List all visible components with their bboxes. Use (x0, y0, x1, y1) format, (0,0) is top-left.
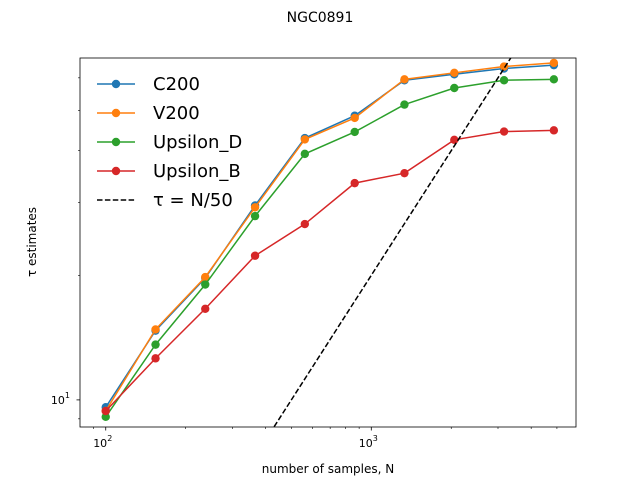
series-line-1 (105, 62, 554, 412)
x-tick-label-1: 103 (359, 434, 378, 450)
series-1-point-2 (201, 272, 210, 282)
series-line-3 (105, 129, 554, 412)
series-line-4 (273, 58, 512, 427)
series-3-point-9 (549, 126, 559, 135)
series-3-point-1 (151, 354, 160, 363)
legend-label-1: V200 (153, 103, 200, 124)
x-tick-label-0: 102 (93, 434, 112, 450)
series-2-point-8 (499, 76, 509, 85)
series-2-point-9 (549, 75, 559, 84)
legend-marker-2 (111, 137, 121, 147)
series-3-point-5 (350, 178, 359, 188)
series-3-point-3 (250, 251, 260, 260)
x-axis-label: number of samples, N (262, 462, 395, 476)
series-3-point-4 (300, 219, 310, 229)
series-3-point-2 (201, 304, 210, 313)
y-tick-label-0: 101 (51, 391, 70, 407)
chart-title: NGC0891 (287, 10, 354, 26)
series-2-point-0 (101, 412, 110, 422)
series-1-point-5 (350, 113, 359, 123)
series-2-point-6 (400, 100, 409, 109)
series-2-point-1 (151, 340, 160, 349)
legend-label-0: C200 (153, 74, 200, 95)
y-axis-label: τ estimates (25, 207, 39, 277)
series-1-point-4 (300, 135, 310, 144)
series-1-point-7 (450, 68, 459, 78)
legend-label-3: Upsilon_B (153, 161, 241, 182)
series-3-point-7 (450, 135, 459, 145)
legend-marker-3 (111, 166, 121, 176)
series-1-point-3 (250, 203, 260, 212)
legend-label-4: τ = N/50 (153, 190, 233, 211)
series-line-2 (105, 78, 554, 418)
series-2-point-3 (250, 211, 260, 221)
plot-area (80, 58, 576, 427)
series-2-point-2 (201, 280, 210, 289)
legend-marker-1 (111, 108, 121, 118)
series-2-point-5 (350, 127, 359, 137)
legend-label-2: Upsilon_D (153, 132, 242, 153)
series-1-point-1 (151, 325, 160, 334)
series-3-point-8 (499, 127, 509, 136)
series-3-point-0 (101, 406, 110, 416)
series-2-point-4 (300, 149, 310, 159)
legend-marker-0 (111, 79, 121, 89)
series-1-point-9 (549, 58, 559, 68)
series-1-point-6 (400, 75, 409, 84)
series-3-point-6 (400, 168, 409, 178)
series-2-point-7 (450, 83, 459, 93)
plot-frame (79, 57, 577, 428)
legend: C200 V200 Upsilon_D Upsilon_B τ = N/50 (97, 74, 242, 211)
